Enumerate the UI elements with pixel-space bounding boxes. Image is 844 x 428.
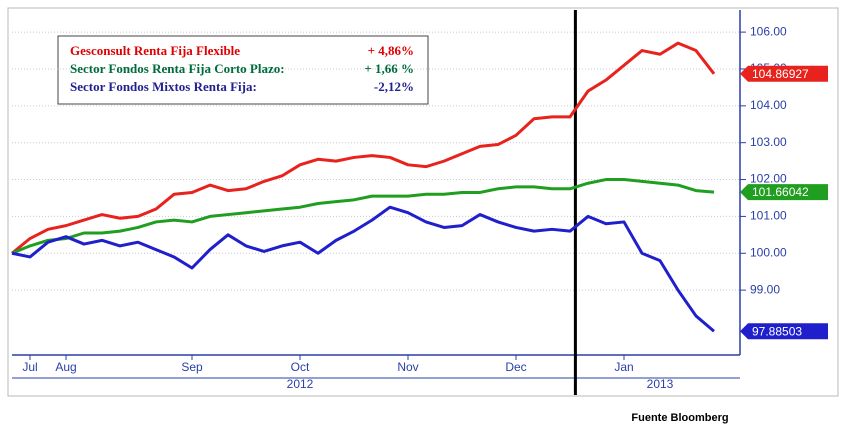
- end-tag: [740, 65, 828, 82]
- y-tick-label: 99.00: [750, 282, 780, 296]
- x-tick-label: Nov: [397, 360, 418, 374]
- legend-box: [57, 35, 429, 105]
- y-tick-label: 103.00: [750, 135, 787, 149]
- x-tick-label: Jan: [614, 360, 633, 374]
- legend-value: -2,12%: [374, 79, 414, 94]
- x-tick-label: Oct: [291, 360, 310, 374]
- legend-label: Sector Fondos Mixtos Renta Fija:: [70, 79, 257, 94]
- legend-value: + 1,66 %: [364, 61, 414, 76]
- end-tag: [740, 184, 828, 201]
- y-tick-label: 104.00: [750, 98, 787, 112]
- series-line: [11, 41, 716, 255]
- year-label: 2012: [287, 377, 314, 391]
- legend-label: Gesconsult Renta Fija Flexible: [70, 43, 240, 58]
- x-tick-label: Dec: [505, 360, 526, 374]
- end-tag: [740, 323, 828, 340]
- x-tick-label: Jul: [22, 360, 37, 374]
- end-label: 101.66042: [752, 185, 809, 199]
- y-tick-label: 106.00: [750, 24, 787, 38]
- x-tick-label: Aug: [55, 360, 76, 374]
- series-line: [11, 205, 715, 333]
- y-tick-label: 102.00: [750, 172, 787, 186]
- y-tick-label: 101.00: [750, 209, 787, 223]
- legend-label: Sector Fondos Renta Fija Corto Plazo:: [70, 61, 285, 76]
- series-line: [11, 178, 715, 255]
- end-label: 104.86927: [752, 67, 809, 81]
- end-label: 97.88503: [752, 324, 802, 338]
- y-tick-label: 100.00: [750, 245, 787, 259]
- x-tick-label: Sep: [181, 360, 203, 374]
- year-label: 2013: [647, 377, 674, 391]
- source-note: Fuente Bloomberg: [631, 412, 728, 424]
- legend-value: + 4,86%: [368, 43, 414, 58]
